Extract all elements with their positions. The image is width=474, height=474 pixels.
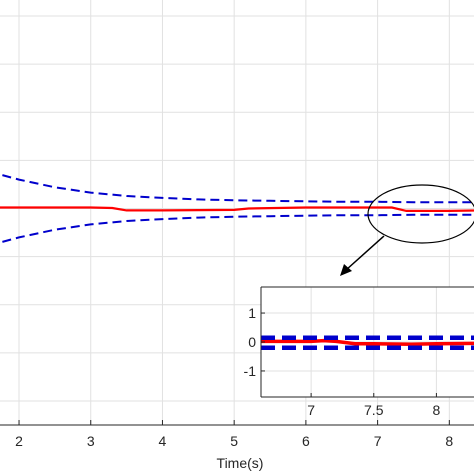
x-tick-label: 2 [15,433,23,449]
series-line-3 [0,213,474,244]
inset-x-tick-label: 7 [307,402,315,418]
inset-tick-labels: 7 7.5 8 1 0 -1 [244,305,441,418]
x-tick-label: 3 [87,433,95,449]
main-x-tick-labels: 2 3 4 5 6 7 8 [15,420,453,449]
inset-series-group [261,335,474,351]
main-series-group [0,173,474,244]
inset-y-tick-label: -1 [244,363,257,379]
inset-x-tick-label: 8 [433,402,441,418]
inset-y-tick-label: 1 [248,305,256,321]
inset-series-line-1 [261,338,474,347]
inset-x-tick-label: 7.5 [364,402,384,418]
inset-y-tick-label: 0 [248,334,256,350]
x-tick-label: 6 [302,433,310,449]
x-tick-label: 8 [445,433,453,449]
series-line-2 [0,173,474,204]
series-line-1 [0,206,474,212]
x-tick-label: 7 [374,433,382,449]
x-axis-label: Time(s) [217,455,264,471]
x-tick-label: 5 [230,433,238,449]
zoom-arrow-head [340,264,352,276]
zoom-arrow-shaft [345,235,385,271]
zoom-region-ellipse [367,184,474,244]
inset-chart: 7 7.5 8 1 0 -1 [244,286,474,418]
x-tick-label: 4 [159,433,167,449]
